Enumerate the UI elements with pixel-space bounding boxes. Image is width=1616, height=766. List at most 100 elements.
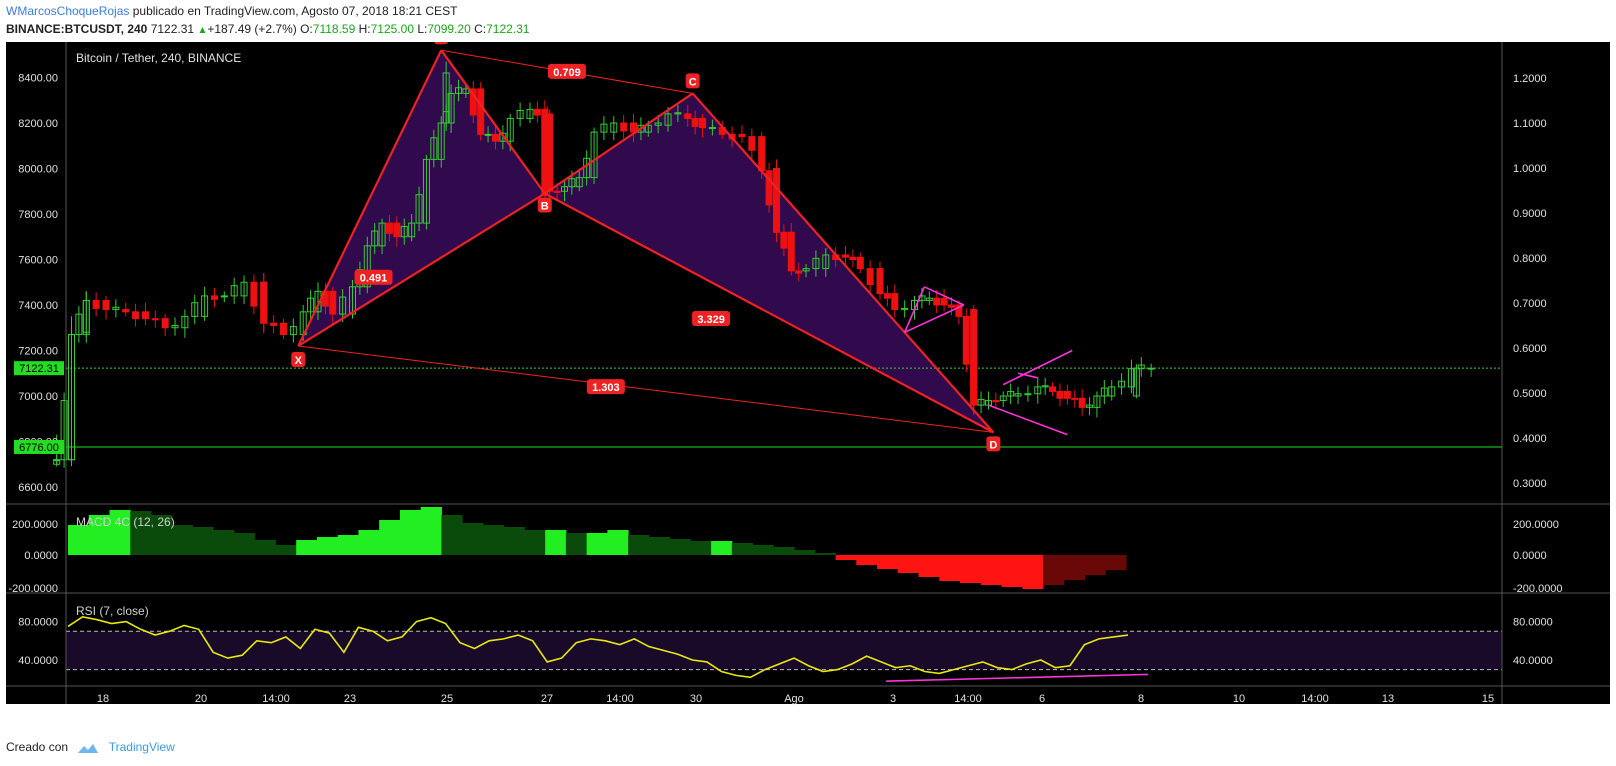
time-tick-label: 20: [195, 693, 207, 705]
macd-bar: [316, 537, 339, 555]
price-change: +187.49 (+2.7%): [207, 22, 297, 36]
current-price-tag-text: 7122.31: [19, 363, 59, 375]
support-price-tag-text: 6776.00: [19, 442, 59, 454]
candle-body: [699, 117, 707, 129]
ratio-label: 1.303: [592, 382, 620, 394]
candle-body: [469, 88, 477, 116]
time-tick-label: 6: [1039, 693, 1045, 705]
macd-bar: [918, 555, 940, 577]
pattern-leg: [691, 92, 995, 434]
rsi-tick-label-right: 40.0000: [1513, 655, 1553, 667]
candle-body: [422, 158, 430, 224]
candle-body: [161, 318, 169, 329]
time-tick-label: 3: [890, 693, 896, 705]
macd-bar: [1063, 555, 1086, 580]
candle-body: [1132, 367, 1140, 397]
price-axis-area: [1502, 42, 1610, 704]
pattern-point-label: X: [295, 355, 303, 367]
time-tick-label: 14:00: [954, 693, 982, 705]
candle-body: [378, 222, 386, 247]
candle-body: [664, 113, 672, 126]
pattern-point-badge: [986, 436, 1001, 452]
close-label: C:: [474, 22, 487, 36]
candle-body: [1024, 393, 1032, 396]
candle-body: [442, 72, 450, 124]
candle-body: [984, 400, 992, 406]
macd-bar: [1105, 555, 1127, 570]
candle-body: [201, 295, 209, 317]
price-pane[interactable]: X A B C D 0.491 0.709 3.329 1.303: [53, 42, 1502, 468]
candle-body: [637, 124, 645, 133]
macd-tick-label-right: -200.0000: [1513, 583, 1563, 595]
candle-body: [999, 395, 1007, 402]
macd-legend: MACD 4C (12, 26): [76, 515, 175, 529]
candle-body: [385, 222, 393, 234]
candle-body: [933, 297, 941, 306]
time-tick-label: 13: [1382, 693, 1394, 705]
candle-body: [780, 231, 788, 249]
macd-tick-label-right: 0.0000: [1513, 550, 1547, 562]
candle-body: [270, 322, 278, 326]
candle-body: [1108, 386, 1116, 397]
candle-body: [600, 123, 608, 133]
trendline: [988, 404, 1068, 436]
close-value: 7122.31: [486, 22, 530, 36]
tradingview-link[interactable]: TradingView: [108, 740, 175, 754]
pattern-ratio-line: [298, 345, 994, 433]
macd-bar: [88, 515, 110, 555]
ratio-badge: [692, 310, 731, 326]
candle-body: [866, 268, 874, 286]
rsi-pane[interactable]: [66, 615, 1502, 682]
price-tick-label: 7800.00: [18, 209, 58, 221]
candle-body: [533, 108, 541, 116]
candle-body: [1007, 390, 1015, 397]
candle-body: [1049, 386, 1057, 392]
candle-body: [630, 122, 638, 133]
macd-bar: [731, 543, 754, 555]
macd-bar: [794, 550, 816, 555]
candle-body: [53, 459, 61, 465]
macd-bar: [68, 525, 90, 555]
ratio-badge: [547, 63, 586, 79]
macd-bar: [1022, 555, 1044, 589]
candle-body: [654, 122, 662, 126]
candle-body: [977, 398, 985, 406]
author-link[interactable]: WMarcosChoqueRojas: [6, 4, 130, 18]
price-tick-label: 6600.00: [18, 482, 58, 494]
high-label: H:: [358, 22, 371, 36]
macd-tick-label: 0.0000: [24, 550, 58, 562]
publish-info: publicado en TradingView.com, Agosto 07,…: [132, 4, 458, 18]
macd-bar: [835, 555, 857, 560]
pattern-point-badge: [537, 197, 552, 213]
up-arrow-icon: ▲: [197, 25, 208, 36]
trendline: [903, 286, 926, 333]
macd-bar: [441, 515, 463, 555]
macd-pane[interactable]: [68, 507, 1127, 589]
candle-body: [1086, 404, 1094, 408]
candle-body: [883, 293, 891, 299]
candle-body: [516, 109, 524, 119]
candle-body: [765, 170, 773, 206]
macd-bar: [752, 545, 774, 555]
macd-bar: [420, 507, 442, 555]
rsi-legend: RSI (7, close): [76, 604, 149, 618]
macd-bar: [130, 511, 152, 555]
candle-body: [787, 231, 795, 272]
pattern-point-label: B: [541, 201, 549, 213]
ratio-tick-label: 1.0000: [1513, 163, 1547, 175]
candle-body: [499, 132, 507, 142]
pattern-point-badge: [434, 42, 449, 45]
pattern-leg: [544, 92, 694, 195]
candle-body: [92, 299, 100, 309]
candle-body: [947, 304, 955, 308]
candle-body: [708, 127, 716, 130]
macd-bar: [1084, 555, 1106, 575]
ratio-tick-label: 0.8000: [1513, 253, 1547, 265]
time-tick-label: 8: [1138, 693, 1144, 705]
price-tick-label: 7000.00: [18, 391, 58, 403]
macd-bar: [586, 533, 608, 555]
rsi-tick-label: 40.0000: [18, 655, 58, 667]
candle-body: [1063, 390, 1071, 399]
macd-bar: [171, 525, 193, 555]
